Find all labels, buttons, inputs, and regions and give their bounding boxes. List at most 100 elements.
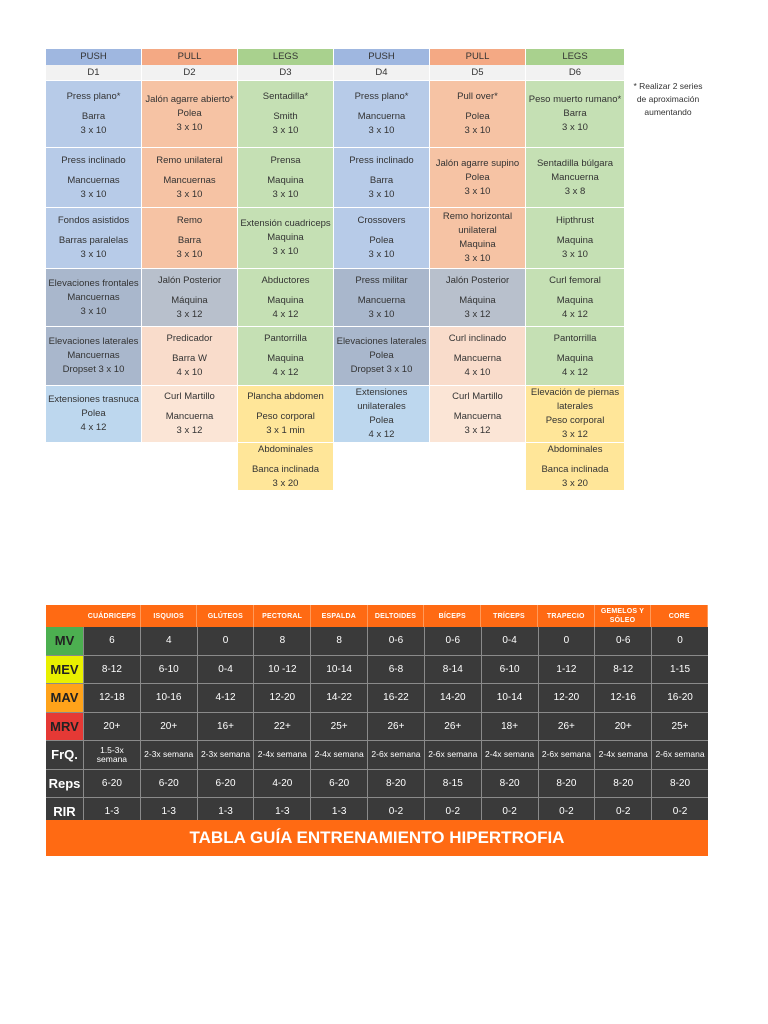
hypertrophy-value: 1-3 [311,798,369,826]
exercise-name: Curl Martillo [452,391,503,402]
hypertrophy-value: 12-20 [254,684,312,712]
hypertrophy-table: CUÁDRICEPS ISQUIOS GLÚTEOS PECTORAL ESPALDA D… [46,605,709,856]
hypertrophy-value: 0-2 [482,798,539,826]
hypertrophy-value: 26+ [425,712,482,740]
exercise-sets: 3 x 10 [80,125,107,136]
exercise-name: Curl inclinado [448,333,507,344]
exercise-sets: Dropset 3 x 10 [350,364,413,375]
hypertrophy-value: 18+ [482,712,539,740]
hypertrophy-value: 8 [254,627,312,655]
routine-row: Press plano* Barra 3 x 10 Jalón agarre abie… [46,81,625,148]
routine-cell: Sentadilla* Smith 3 x 10 [238,81,334,148]
exercise-equipment: Polea [369,235,394,246]
hypertrophy-value: 20+ [595,712,653,740]
exercise-sets: 4 x 10 [464,367,491,378]
exercise-sets: 3 x 10 [272,188,299,200]
exercise-equipment: Maquina [267,353,304,364]
exercise-sets: 3 x 12 [562,429,588,440]
routine-cell: Sentadilla búlgara Mancuerna 3 x 8 [526,148,624,208]
exercise-name: Abductores [261,274,310,286]
muscle-column-header: DELTOIDES [368,605,425,627]
exercise-name: Elevaciones frontales [48,277,139,289]
routine-cell: Hipthrust Maquina 3 x 10 [526,208,624,269]
exercise-name: Elevaciones laterales [336,336,427,347]
hypertrophy-value: 2-6x semana [539,741,596,769]
exercise-name: Jalón agarre abierto* [145,94,234,105]
exercise-equipment: Barra W [172,353,207,364]
exercise-equipment: Barras paralelas [58,235,129,246]
routine-body: Press plano* Barra 3 x 10 Jalón agarre abie… [46,81,625,491]
hypertrophy-value: 26+ [368,712,425,740]
exercise-equipment: Maquina [556,294,594,306]
exercise-sets: 3 x 10 [176,188,203,200]
routine-cell: Abdominales Banca inclinada 3 x 20 [526,443,624,491]
hypertrophy-value: 26+ [539,712,596,740]
hypertrophy-header-row: CUÁDRICEPS ISQUIOS GLÚTEOS PECTORAL ESPALDA D… [46,605,709,627]
routine-header-row: PUSH PULL LEGS PUSH PULL LEGS [46,49,625,65]
muscle-column-header: PECTORAL [254,605,311,627]
routine-cell: Peso muerto rumano* Barra 3 x 10 [526,81,624,148]
exercise-equipment: Barra [81,111,106,122]
exercise-equipment: Banca inclinada [251,463,320,475]
routine-cell: Curl inclinado Mancuerna 4 x 10 [430,327,526,386]
exercise-sets: 3 x 12 [176,425,203,436]
exercise-name: Elevación de piernas laterales [530,387,620,412]
routine-cell: Prensa Maquina 3 x 10 [238,148,334,208]
routine-split-header: PULL [430,49,526,65]
exercise-equipment: Peso corporal [256,411,315,422]
hypertrophy-value: 6-10 [482,655,539,683]
muscle-column-header: GLÚTEOS [197,605,255,627]
routine-cell: Elevación de piernas laterales Peso corpo… [526,386,624,443]
hypertrophy-value: 8-12 [595,655,653,683]
exercise-name: Curl femoral [549,274,601,286]
routine-cell: Elevaciones laterales Mancuernas Dropset 3… [46,327,142,386]
exercise-name: Press inclinado [349,154,414,166]
hypertrophy-row-label: MAV [46,684,84,712]
exercise-equipment: Barra [369,174,394,186]
exercise-name: Remo unilateral [156,154,223,166]
routine-cell: Extensión cuadriceps Maquina 3 x 10 [238,208,334,269]
routine-row: Fondos asistidos Barras paralelas 3 x 10 Re… [46,208,625,269]
hypertrophy-value: 0-2 [672,806,688,818]
hypertrophy-value: 2-6x semana [425,741,482,769]
hypertrophy-row: MV 6 4 0 8 8 0-6 0-6 0-4 0 0-6 0 [46,627,708,656]
exercise-equipment: Mancuerna [453,353,502,364]
routine-row: Elevaciones laterales Mancuernas Dropset 3… [46,327,625,386]
routine-cell: Abdominales Banca inclinada 3 x 20 [238,443,334,491]
muscle-column-header: GEMELOS Y SÓLEO [595,605,652,627]
exercise-equipment: Banca inclinada [541,463,609,475]
exercise-name: Pantorrilla [264,333,307,344]
exercise-sets: 3 x 12 [464,425,491,436]
hypertrophy-value: 2-3x semana [141,741,198,769]
hypertrophy-value: 4-20 [254,769,312,797]
routine-cell: Abductores Maquina 4 x 12 [238,269,334,327]
routine-cell [142,443,238,491]
hypertrophy-value: 22+ [254,712,312,740]
hypertrophy-value: 10-14 [311,655,369,683]
exercise-sets: 4 x 12 [272,308,299,320]
routine-cell [46,443,142,491]
exercise-sets: 3 x 10 [464,125,491,136]
exercise-name: Pull over* [457,91,498,102]
exercise-sets: 3 x 10 [368,249,395,260]
hypertrophy-row-label: MRV [46,712,84,740]
exercise-sets: 3 x 10 [80,305,107,317]
exercise-sets: 4 x 12 [80,422,107,433]
hypertrophy-value: 2-4x semana [482,741,539,769]
exercise-equipment: Mancuerna [165,411,214,422]
exercise-name: Remo [176,215,203,226]
routine-cell: Jalón Posterior Máquina 3 x 12 [142,269,238,327]
exercise-equipment: Maquina [459,239,496,250]
hypertrophy-value: 4-12 [198,684,255,712]
hypertrophy-value: 1.5-3x semana [84,741,141,769]
routine-cell: Curl Martillo Mancuerna 3 x 12 [142,386,238,443]
routine-days-row: D1 D2 D3 D4 D5 D6 [46,65,625,81]
hypertrophy-value: 2-4x semana [254,741,312,769]
exercise-sets: 3 x 20 [272,477,299,489]
hypertrophy-value: 6 [84,627,141,655]
exercise-name: Press plano* [66,91,121,102]
routine-row: Extensiones trasnuca Polea 4 x 12 Curl Mart… [46,386,625,443]
hypertrophy-value: 1-3 [141,798,198,826]
exercise-sets: 3 x 10 [368,188,395,200]
routine-cell: Pantorrilla Maquina 4 x 12 [238,327,334,386]
